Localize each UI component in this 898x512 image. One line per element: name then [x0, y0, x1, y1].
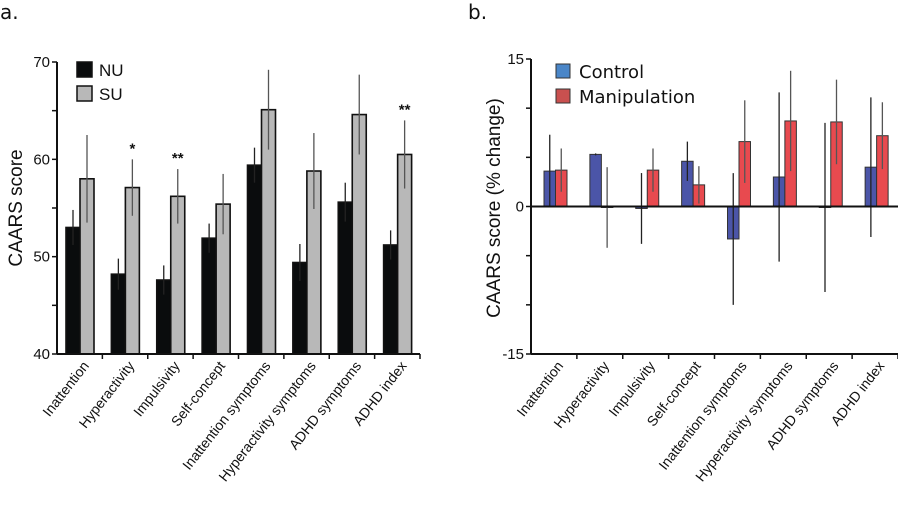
panel-a-y-axis-title: CAARS score — [6, 149, 27, 266]
y-tick-label: 15 — [507, 51, 524, 68]
panel-b-label: b. — [468, 0, 487, 24]
panel-b-legend: Control Manipulation — [555, 62, 695, 108]
bar-nu-adhd-index — [382, 244, 399, 355]
legend-swatch-nu — [76, 61, 93, 78]
legend-swatch-su — [76, 85, 93, 102]
legend-label-su: SU — [99, 85, 123, 104]
bar-nu-self-concept — [201, 237, 217, 355]
bar-nu-adhd-symptoms — [337, 201, 354, 355]
x-tick-label-inattention-symptoms: Inattention symptoms — [179, 358, 274, 473]
panel-a-label: a. — [0, 0, 19, 24]
panel-b-y-axis-title: CAARS score (% change) — [484, 98, 505, 318]
panel-a: a. ***** InattentionHyperactivityImpulsi… — [0, 0, 421, 484]
y-tick-label: 50 — [33, 249, 50, 266]
bar-control-hyperactivity — [589, 153, 602, 207]
panel-b: b. InattentionHyperactivityImpulsivitySe… — [468, 0, 898, 484]
legend-label-nu: NU — [99, 61, 124, 80]
panel-a-bars: ***** — [65, 69, 413, 355]
panel-a-legend: NU SU — [76, 61, 124, 104]
legend-swatch-control — [555, 63, 571, 79]
legend-label-control: Control — [579, 62, 644, 83]
y-tick-label: 70 — [33, 54, 50, 71]
legend-label-manipulation: Manipulation — [579, 87, 695, 108]
legend-swatch-manipulation — [555, 88, 571, 104]
bar-nu-inattention — [65, 226, 81, 355]
panel-b-axes: InattentionHyperactivityImpulsivitySelf-… — [502, 51, 898, 484]
y-tick-label: -15 — [502, 346, 524, 363]
y-tick-label: 0 — [516, 199, 524, 216]
x-tick-label-inattention-symptoms: Inattention symptoms — [655, 358, 750, 473]
significance-marker-hyperactivity: * — [129, 140, 135, 157]
y-tick-label: 60 — [33, 151, 50, 168]
significance-marker-impulsivity: ** — [172, 150, 184, 167]
bar-nu-inattention-symptoms — [246, 164, 263, 355]
significance-marker-adhd-index: ** — [399, 101, 411, 118]
y-tick-label: 40 — [33, 346, 50, 363]
